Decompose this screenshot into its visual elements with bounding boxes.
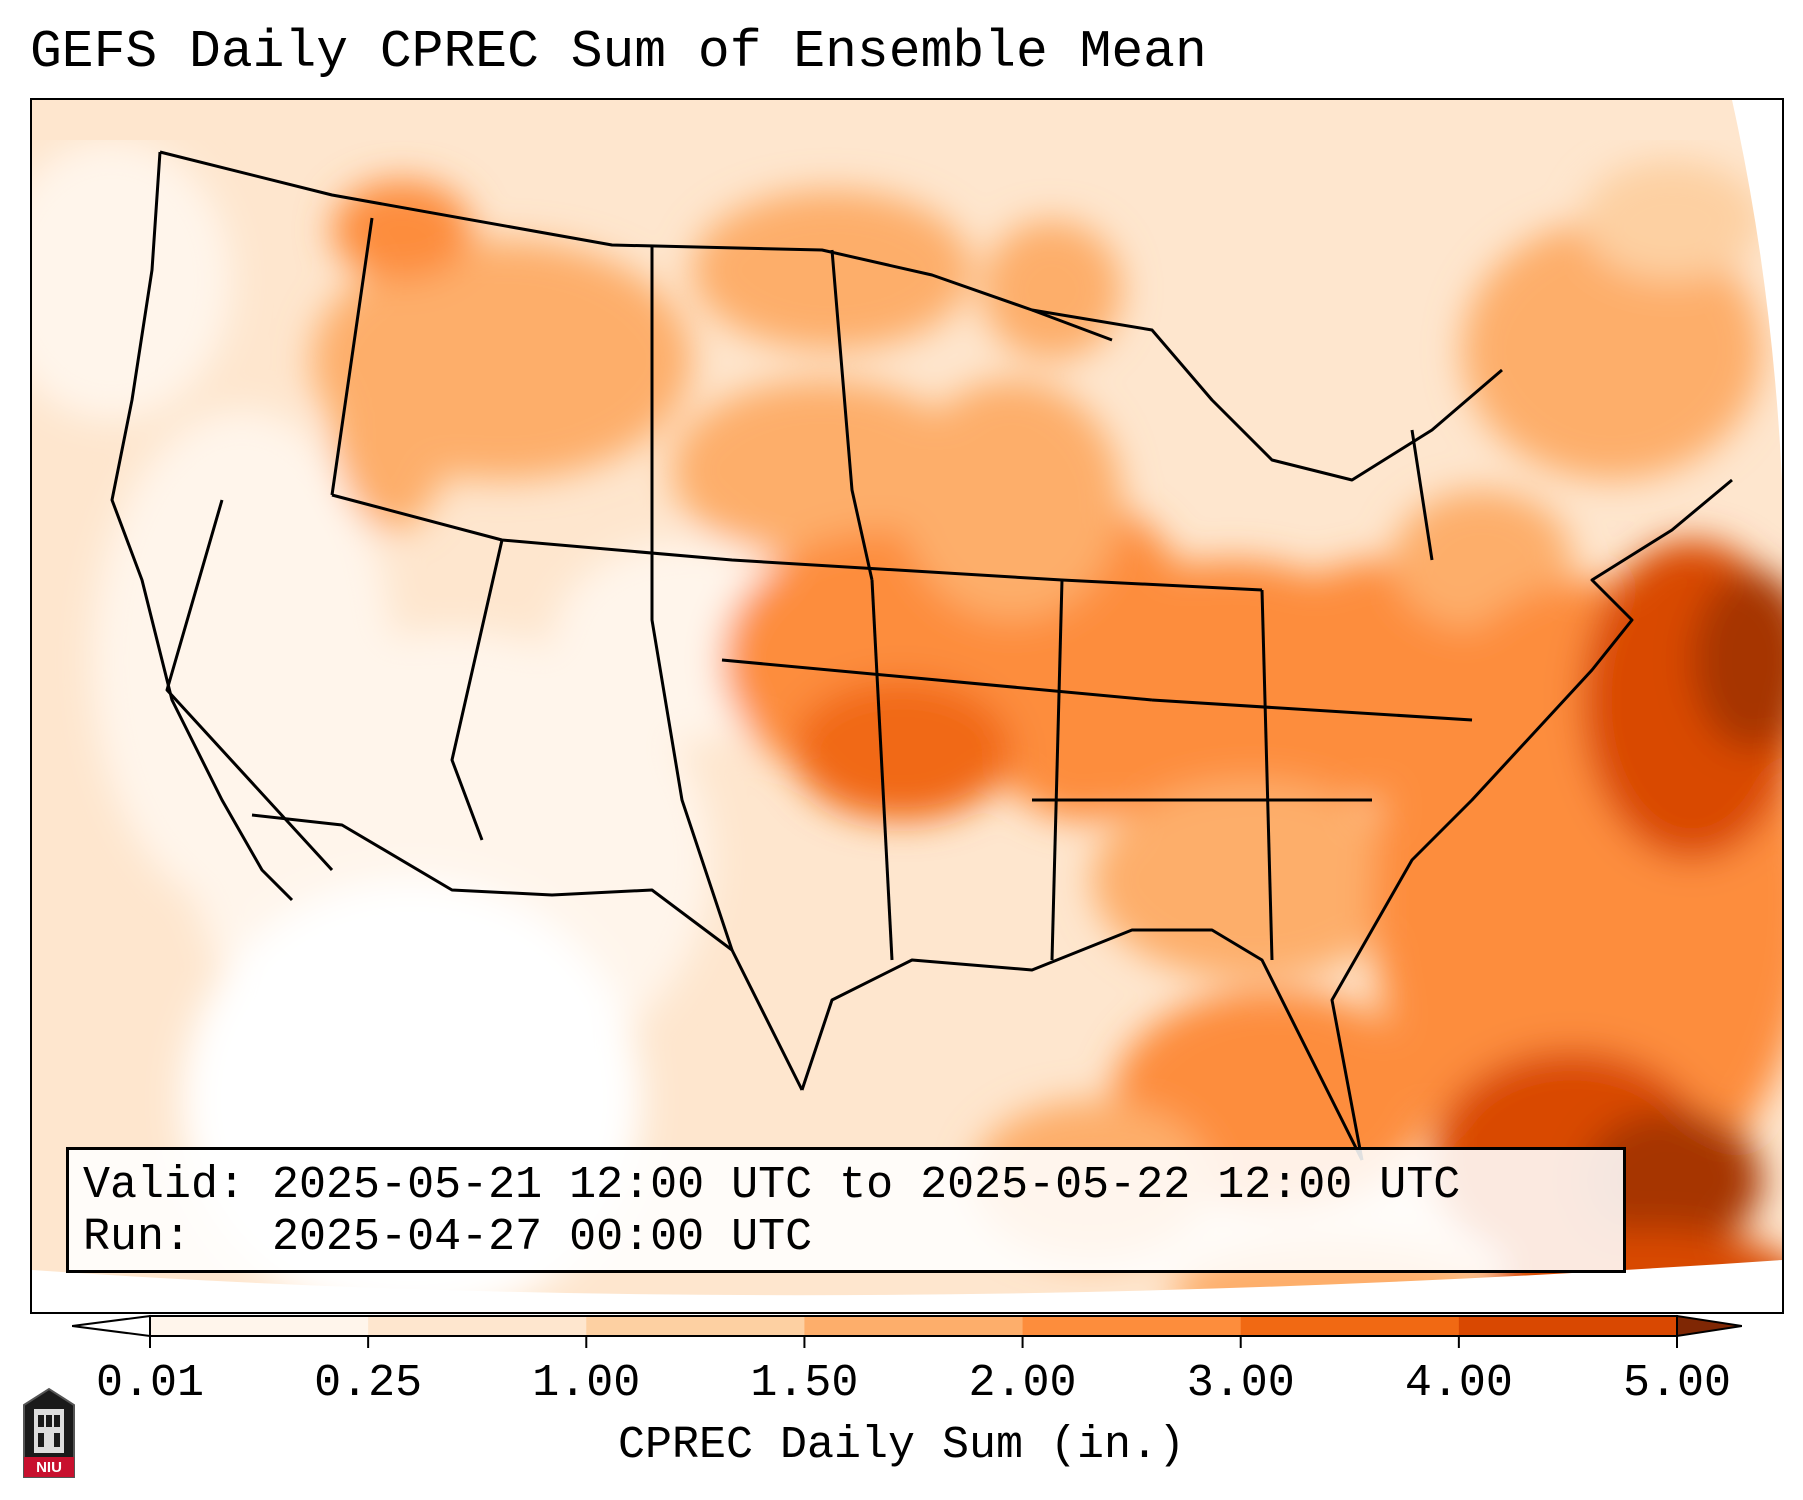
colorbar-over-arrow bbox=[1676, 1314, 1742, 1338]
projection-edge-ne bbox=[1732, 100, 1782, 480]
logo-text: NIU bbox=[36, 1459, 62, 1476]
colorbar-under-arrow bbox=[72, 1314, 151, 1338]
colorbar-segment bbox=[1022, 1316, 1242, 1336]
colorbar-tick-label: 2.00 bbox=[968, 1358, 1077, 1409]
run-time-value: 2025-04-27 00:00 UTC bbox=[272, 1212, 813, 1263]
colorbar-segment bbox=[804, 1316, 1024, 1336]
map-panel bbox=[30, 98, 1784, 1314]
run-label: Run: bbox=[83, 1212, 192, 1263]
colorbar-segment bbox=[586, 1316, 805, 1336]
university-logo: NIU bbox=[20, 1385, 78, 1481]
run-time-line: Run: 2025-04-27 00:00 UTC bbox=[83, 1212, 812, 1264]
map-boundaries bbox=[110, 150, 1733, 1161]
precip-shading bbox=[32, 140, 1782, 1312]
colorbar-tick-label: 0.25 bbox=[314, 1358, 423, 1409]
valid-label: Valid: bbox=[83, 1160, 246, 1211]
colorbar-segment bbox=[1458, 1316, 1678, 1336]
precipitation-map bbox=[32, 100, 1782, 1312]
valid-time-line: Valid: 2025-05-21 12:00 UTC to 2025-05-2… bbox=[83, 1160, 1460, 1212]
colorbar-segment bbox=[1240, 1316, 1460, 1336]
map-title: GEFS Daily CPREC Sum of Ensemble Mean bbox=[30, 22, 1207, 82]
colorbar-tick-label: 0.01 bbox=[95, 1358, 205, 1409]
colorbar-segment bbox=[150, 1316, 369, 1336]
colorbar-tick-label: 3.00 bbox=[1186, 1358, 1295, 1409]
colorbar-tick-label: 5.00 bbox=[1622, 1358, 1732, 1409]
colorbar bbox=[72, 1314, 1742, 1348]
colorbar-tick-label: 1.50 bbox=[750, 1358, 859, 1409]
projection-edge bbox=[32, 1260, 1782, 1312]
colorbar-outline bbox=[149, 1315, 1678, 1337]
colorbar-label: CPREC Daily Sum (in.) bbox=[617, 1420, 1186, 1471]
colorbar-segment bbox=[368, 1316, 587, 1336]
colorbar-tick-label: 1.00 bbox=[532, 1358, 641, 1409]
colorbar-tick-label: 4.00 bbox=[1404, 1358, 1513, 1409]
university-tower-icon bbox=[23, 1387, 75, 1478]
valid-run-info-box: Valid: 2025-05-21 12:00 UTC to 2025-05-2… bbox=[66, 1147, 1626, 1273]
valid-time-value: 2025-05-21 12:00 UTC to 2025-05-22 12:00… bbox=[272, 1160, 1461, 1211]
